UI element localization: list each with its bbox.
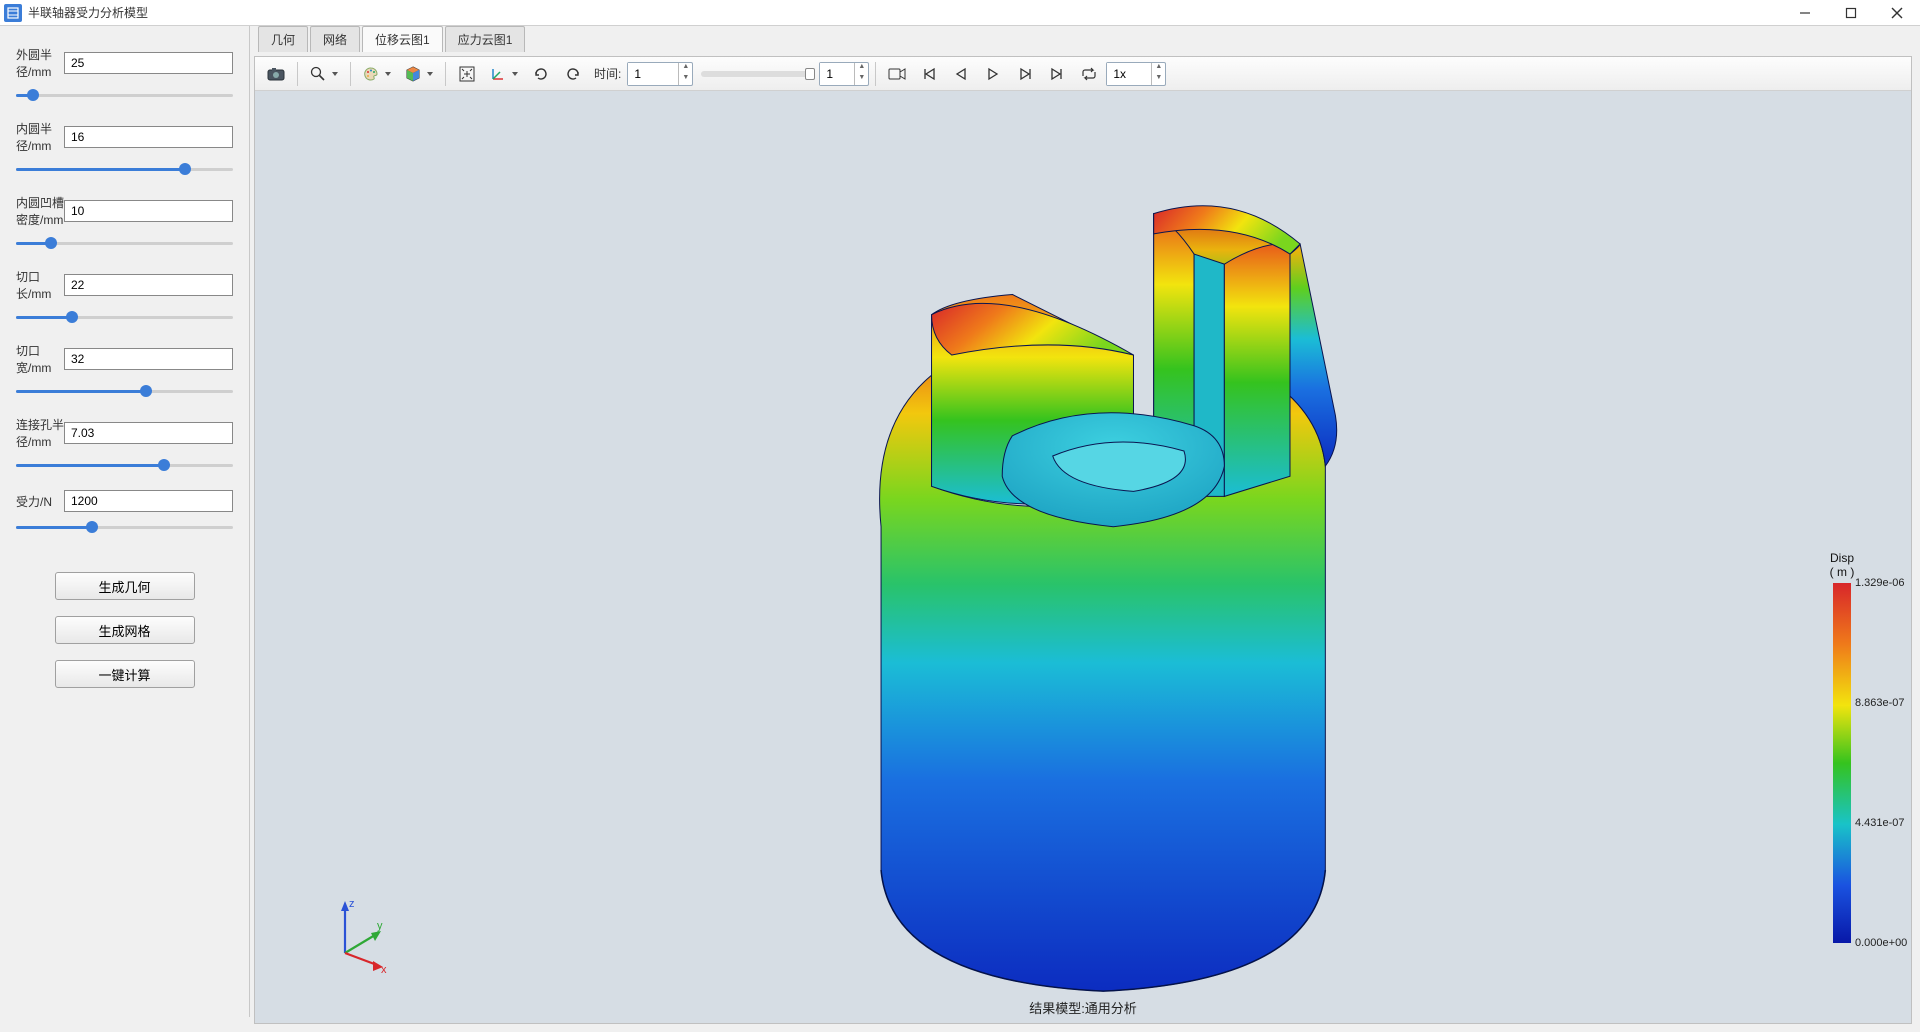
speed-spinbox[interactable]: ▲▼: [1106, 62, 1166, 86]
param-slider[interactable]: [16, 518, 233, 536]
spin-up-icon[interactable]: ▲: [678, 63, 692, 74]
viewer-panel: 时间: ▲▼ ▲▼: [254, 56, 1912, 1024]
palette-tool-icon[interactable]: [357, 60, 397, 88]
param-row: 受力/N: [16, 490, 233, 512]
result-canvas[interactable]: z y x Disp( m ) 1.329e-0: [255, 91, 1911, 1023]
coordinate-triad-icon: z y x: [325, 893, 405, 973]
step-forward-icon[interactable]: [1010, 60, 1040, 88]
legend-title: Disp( m ): [1797, 551, 1887, 579]
legend-tick: 0.000e+00: [1855, 937, 1907, 949]
titlebar: 半联轴器受力分析模型: [0, 0, 1920, 26]
viewer-toolbar: 时间: ▲▼ ▲▼: [255, 57, 1911, 91]
skip-first-icon[interactable]: [914, 60, 944, 88]
param-row: 连接孔半径/mm: [16, 416, 233, 450]
timeline-slider[interactable]: [701, 71, 811, 77]
param-label: 连接孔半径/mm: [16, 416, 64, 450]
time-input[interactable]: [628, 63, 678, 85]
param-row: 内圆半径/mm: [16, 120, 233, 154]
svg-text:x: x: [381, 964, 387, 973]
zoom-tool-icon[interactable]: [304, 60, 344, 88]
legend-tick: 8.863e-07: [1855, 697, 1905, 709]
param-input[interactable]: [64, 348, 233, 370]
param-label: 受力/N: [16, 493, 64, 510]
tab[interactable]: 应力云图1: [445, 26, 526, 52]
param-input[interactable]: [64, 126, 233, 148]
tab[interactable]: 网络: [310, 26, 360, 52]
generate-geometry-button[interactable]: 生成几何: [55, 572, 195, 600]
skip-last-icon[interactable]: [1042, 60, 1072, 88]
cube-view-icon[interactable]: [399, 60, 439, 88]
param-slider[interactable]: [16, 86, 233, 104]
param-slider[interactable]: [16, 160, 233, 178]
color-legend: Disp( m ) 1.329e-068.863e-074.431e-070.0…: [1797, 551, 1887, 943]
axes-orientation-icon[interactable]: [484, 60, 524, 88]
rotate-cw-icon[interactable]: [526, 60, 556, 88]
generate-mesh-button[interactable]: 生成网格: [55, 616, 195, 644]
frame-input[interactable]: [820, 63, 854, 85]
record-icon[interactable]: [882, 60, 912, 88]
param-input[interactable]: [64, 52, 233, 74]
svg-text:z: z: [349, 898, 355, 910]
spin-down-icon[interactable]: ▼: [854, 74, 868, 85]
param-input[interactable]: [64, 200, 233, 222]
legend-tick: 4.431e-07: [1855, 817, 1905, 829]
rotate-ccw-icon[interactable]: [558, 60, 588, 88]
param-input[interactable]: [64, 422, 233, 444]
param-label: 切口长/mm: [16, 268, 64, 302]
screenshot-icon[interactable]: [261, 60, 291, 88]
frame-spinbox[interactable]: ▲▼: [819, 62, 869, 86]
displacement-contour-model: [255, 91, 1911, 1023]
one-key-calculate-button[interactable]: 一键计算: [55, 660, 195, 688]
fit-view-icon[interactable]: [452, 60, 482, 88]
window-minimize-button[interactable]: [1782, 0, 1828, 26]
window-title: 半联轴器受力分析模型: [28, 4, 148, 21]
param-row: 切口长/mm: [16, 268, 233, 302]
result-tabs: 几何网络位移云图1应力云图1: [250, 26, 1920, 52]
spin-up-icon[interactable]: ▲: [1151, 63, 1165, 74]
param-input[interactable]: [64, 274, 233, 296]
tab[interactable]: 几何: [258, 26, 308, 52]
parameter-panel: 外圆半径/mm 内圆半径/mm 内圆凹槽密度/mm 切口长/mm 切口宽/mm 连接孔半径…: [0, 26, 250, 1017]
time-spinbox[interactable]: ▲▼: [627, 62, 693, 86]
result-model-label: 结果模型:通用分析: [1029, 998, 1137, 1017]
param-slider[interactable]: [16, 234, 233, 252]
param-input[interactable]: [64, 490, 233, 512]
param-label: 外圆半径/mm: [16, 46, 64, 80]
time-label: 时间:: [594, 65, 621, 82]
param-label: 切口宽/mm: [16, 342, 64, 376]
tab[interactable]: 位移云图1: [362, 26, 443, 52]
speed-input[interactable]: [1107, 63, 1151, 85]
param-slider[interactable]: [16, 456, 233, 474]
step-back-icon[interactable]: [946, 60, 976, 88]
window-close-button[interactable]: [1874, 0, 1920, 26]
param-slider[interactable]: [16, 382, 233, 400]
legend-tick: 1.329e-06: [1855, 577, 1905, 589]
param-label: 内圆半径/mm: [16, 120, 64, 154]
param-label: 内圆凹槽密度/mm: [16, 194, 64, 228]
param-row: 外圆半径/mm: [16, 46, 233, 80]
param-row: 切口宽/mm: [16, 342, 233, 376]
param-slider[interactable]: [16, 308, 233, 326]
spin-down-icon[interactable]: ▼: [678, 74, 692, 85]
spin-up-icon[interactable]: ▲: [854, 63, 868, 74]
play-icon[interactable]: [978, 60, 1008, 88]
svg-text:y: y: [377, 920, 383, 932]
app-icon: [4, 4, 22, 22]
window-maximize-button[interactable]: [1828, 0, 1874, 26]
spin-down-icon[interactable]: ▼: [1151, 74, 1165, 85]
param-row: 内圆凹槽密度/mm: [16, 194, 233, 228]
loop-icon[interactable]: [1074, 60, 1104, 88]
